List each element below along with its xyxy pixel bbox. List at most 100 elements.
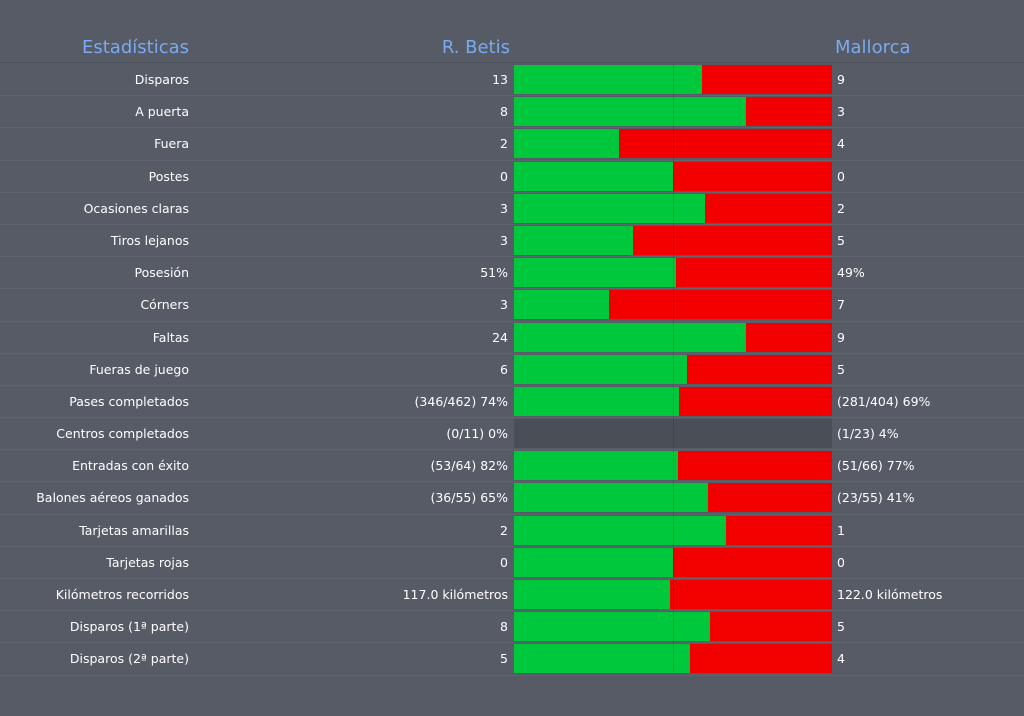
stat-label: Pases completados: [69, 393, 189, 409]
away-share-bar: [633, 225, 832, 255]
away-stat-value: (281/404) 69%: [837, 393, 931, 409]
away-stat-value: 4: [837, 136, 845, 152]
home-stat-value: 3: [500, 297, 508, 313]
stat-label: Disparos: [134, 72, 189, 87]
stat-row: Pases completados (346/462) 74% (281/404) …: [0, 386, 1024, 419]
comparison-bar: [514, 322, 832, 352]
away-stat-value: 9: [837, 329, 845, 345]
stat-row: Posesión 51% 49%: [0, 257, 1024, 290]
stat-row: Córners 3 7: [0, 289, 1024, 322]
home-share-bar: [514, 483, 708, 513]
stat-row: Kilómetros recorridos 117.0 kilómetros 122…: [0, 579, 1024, 612]
stat-label: Tarjetas rojas: [106, 554, 189, 570]
stat-row: A puerta 8 3: [0, 96, 1024, 129]
stat-label: Kilómetros recorridos: [55, 587, 189, 602]
home-stat-value: 3: [500, 200, 508, 216]
home-share-bar: [514, 354, 688, 384]
away-share-bar: [669, 580, 832, 609]
away-stat-value: 1: [837, 522, 845, 538]
away-share-bar: [709, 612, 832, 642]
comparison-bar: [514, 612, 832, 642]
home-share-bar: [514, 97, 747, 127]
comparison-bar: [514, 419, 832, 449]
stat-row: Ocasiones claras 3 2: [0, 193, 1024, 226]
home-stat-value: (36/55) 65%: [430, 490, 508, 506]
comparison-bar: [514, 354, 832, 384]
stat-label: Tiros lejanos: [110, 232, 189, 248]
home-stat-value: 2: [500, 522, 508, 538]
home-stat-value: (346/462) 74%: [414, 393, 508, 409]
home-team-name[interactable]: R. Betis: [441, 37, 510, 58]
stat-label: Fueras de juego: [89, 361, 189, 377]
comparison-bar: [514, 258, 832, 288]
stat-row: Disparos (1ª parte) 8 5: [0, 611, 1024, 644]
home-stat-value: 0: [500, 168, 508, 184]
away-stat-value: 49%: [837, 265, 865, 281]
home-share-bar: [514, 129, 619, 159]
away-stat-value: 5: [837, 361, 845, 377]
stat-row: Fueras de juego 6 5: [0, 354, 1024, 387]
stat-row: Balones aéreos ganados (36/55) 65% (23/55)…: [0, 482, 1024, 515]
away-share-bar: [677, 451, 832, 481]
away-stat-value: 0: [837, 554, 845, 570]
stat-row: Disparos 13 9: [0, 64, 1024, 97]
stat-row: Fuera 2 4: [0, 128, 1024, 161]
stats-table: Disparos 13 9 A puerta 8 3 Fuera 2 4 Postes 0 0 Ocas…: [0, 64, 1024, 676]
stat-label: Disparos (2ª parte): [69, 651, 189, 667]
away-share-bar: [704, 193, 832, 223]
comparison-bar: [514, 65, 832, 94]
stat-label: A puerta: [135, 104, 189, 120]
home-share-bar: [514, 290, 610, 320]
stat-row: Tiros lejanos 3 5: [0, 225, 1024, 258]
comparison-bar: [514, 483, 832, 513]
home-stat-value: 51%: [480, 265, 508, 281]
stat-label: Postes: [148, 168, 189, 184]
comparison-bar: [514, 97, 832, 127]
home-stat-value: 5: [500, 651, 508, 667]
home-share-bar: [514, 612, 710, 642]
stat-row: Faltas 24 9: [0, 322, 1024, 354]
home-share-bar: [514, 386, 680, 416]
stat-label: Centros completados: [56, 426, 189, 442]
stat-label: Balones aéreos ganados: [36, 490, 189, 506]
home-share-bar: [514, 515, 727, 545]
away-stat-value: (1/23) 4%: [837, 426, 899, 442]
away-share-bar: [726, 515, 832, 545]
home-share-bar: [514, 322, 747, 352]
away-stat-value: (23/55) 41%: [837, 490, 915, 506]
stat-row: Tarjetas rojas 0 0: [0, 547, 1024, 580]
away-share-bar: [746, 322, 832, 352]
away-team-name[interactable]: Mallorca: [835, 37, 911, 58]
home-stat-value: 0: [500, 554, 508, 570]
away-stat-value: 3: [837, 104, 845, 120]
home-stat-value: (0/11) 0%: [446, 426, 508, 442]
stat-label: Fuera: [154, 136, 189, 152]
stat-label: Faltas: [152, 329, 189, 345]
stat-label: Tarjetas amarillas: [79, 522, 189, 538]
comparison-bar: [514, 580, 832, 609]
home-stat-value: 8: [500, 104, 508, 120]
stat-label: Entradas con éxito: [72, 458, 189, 474]
home-stat-value: 24: [492, 329, 508, 345]
away-share-bar: [618, 129, 832, 159]
away-stat-value: (51/66) 77%: [837, 458, 915, 474]
away-stat-value: 5: [837, 232, 845, 248]
away-stat-value: 4: [837, 651, 845, 667]
home-share-bar: [514, 161, 673, 191]
away-share-bar: [707, 483, 832, 513]
stats-column-title: Estadísticas: [82, 37, 190, 58]
away-stat-value: 9: [837, 72, 845, 87]
stat-row: Tarjetas amarillas 2 1: [0, 515, 1024, 548]
header-divider: [0, 62, 1024, 63]
stat-row: Disparos (2ª parte) 5 4: [0, 643, 1024, 676]
away-stat-value: 0: [837, 168, 845, 184]
away-share-bar: [690, 644, 832, 674]
away-share-bar: [609, 290, 832, 320]
home-stat-value: 3: [500, 232, 508, 248]
comparison-bar: [514, 547, 832, 577]
away-stat-value: 7: [837, 297, 845, 313]
away-share-bar: [673, 547, 832, 577]
comparison-bar: [514, 225, 832, 255]
stat-label: Córners: [140, 297, 189, 313]
